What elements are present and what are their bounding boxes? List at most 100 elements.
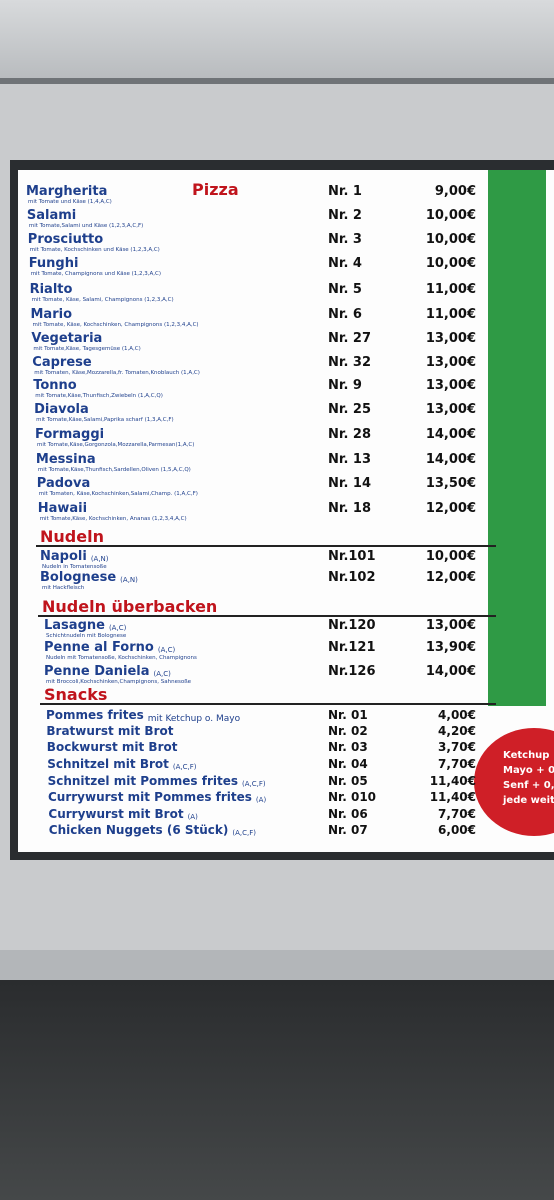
item-name: Prosciutto (27, 232, 104, 247)
item-desc: mit Tomaten, Käse,Kochschinken,Salami,Ch… (38, 491, 198, 497)
badge-text: Mayo + 0,3 (503, 765, 554, 776)
item-name: Salami (26, 208, 77, 223)
item-name: Penne al Forno (44, 640, 154, 655)
item-desc: mit Tomate, Käse, Kochschinken, Champign… (32, 322, 199, 328)
item-name: Napoli (40, 549, 87, 564)
section-title: Nudeln überbacken (42, 597, 218, 616)
item-name: Vegetaria (31, 331, 103, 346)
item-number: Nr. 1 (328, 184, 362, 199)
item-price: 4,20€ (438, 724, 476, 738)
item-price: 13,50€ (425, 476, 476, 491)
item-price: 11,00€ (425, 282, 476, 297)
item-price: 4,00€ (438, 708, 476, 722)
item-number: Nr. 4 (328, 256, 362, 271)
item-number: Nr.120 (328, 618, 376, 633)
item-price: 11,00€ (425, 307, 476, 322)
divider (40, 703, 496, 705)
section-title: Pizza (192, 180, 239, 199)
item-note: (A,N) (90, 555, 109, 563)
item-number: Nr. 28 (328, 427, 371, 442)
item-number: Nr. 07 (328, 823, 368, 837)
item-desc: mit Broccoli,Kochschinken,Champignons, S… (46, 679, 192, 685)
item-name: Formaggi (35, 427, 105, 442)
item-name: Rialto (29, 282, 73, 297)
item-number: Nr. 06 (328, 807, 368, 821)
item-desc: mit Tomaten, Käse,Mozzarella,fr. Tomaten… (34, 370, 200, 376)
item-note: (A) (187, 813, 198, 821)
item-note: (A,C,F) (232, 829, 256, 837)
item-note: (A,C,F) (242, 780, 266, 788)
badge-text: jede weite (503, 795, 554, 806)
item-desc: mit Tomate,Käse, Tagesgemüse (1,A,C) (33, 346, 141, 352)
item-name: Lasagne (44, 618, 105, 633)
item-price: 13,00€ (425, 618, 476, 633)
item-name: Bolognese (40, 570, 117, 585)
item-name: Currywurst mit Pommes frites (48, 790, 252, 804)
item-number: Nr. 02 (328, 724, 368, 738)
item-number: Nr. 05 (328, 774, 368, 788)
item-name: Messina (35, 452, 96, 467)
item-desc: mit Tomate,Salami und Käse (1,2,3,A,C,F) (28, 223, 144, 229)
sill (0, 950, 554, 980)
green-band (488, 170, 546, 706)
item-note: (A,N) (120, 576, 138, 584)
item-note: mit Ketchup o. Mayo (147, 714, 241, 724)
item-price: 13,00€ (425, 355, 476, 370)
item-price: 13,00€ (425, 331, 476, 346)
item-name: Bratwurst mit Brot (46, 724, 174, 738)
item-name: Padova (36, 476, 91, 491)
item-name: Tonno (33, 378, 77, 393)
item-name: Hawaii (37, 501, 88, 516)
item-name: Diavola (34, 402, 89, 417)
item-price: 13,90€ (425, 640, 476, 655)
badge-text: Senf + 0,3 (503, 780, 554, 791)
item-price: 7,70€ (438, 757, 476, 771)
item-price: 14,00€ (425, 427, 476, 442)
item-desc: mit Hackfleisch (42, 585, 85, 591)
dark-panel (0, 980, 554, 1200)
item-price: 9,00€ (434, 184, 476, 199)
item-name: Currywurst mit Brot (48, 807, 184, 821)
item-name: Funghi (28, 256, 79, 271)
item-name: Chicken Nuggets (6 Stück) (48, 823, 229, 837)
divider (38, 615, 496, 617)
section-title: Snacks (44, 685, 108, 704)
item-price: 10,00€ (425, 549, 476, 564)
item-note: (A) (255, 796, 267, 804)
item-price: 12,00€ (425, 570, 476, 585)
item-price: 7,70€ (438, 807, 476, 821)
item-number: Nr. 010 (328, 790, 377, 804)
item-note: (A,C) (157, 646, 176, 654)
section-title: Nudeln (40, 527, 104, 546)
item-number: Nr. 04 (328, 757, 368, 771)
item-name: Pommes frites (46, 708, 144, 722)
item-name: Bockwurst mit Brot (46, 740, 178, 754)
item-name: Caprese (32, 355, 92, 370)
item-note: (A,C) (108, 624, 127, 632)
item-number: Nr. 2 (328, 208, 362, 223)
item-name: Margherita (26, 184, 108, 199)
item-price: 14,00€ (425, 664, 476, 679)
item-number: Nr. 01 (328, 708, 368, 722)
item-number: Nr. 25 (328, 402, 371, 417)
item-name: Schnitzel mit Pommes frites (47, 774, 239, 788)
item-price: 11,40€ (429, 790, 476, 804)
item-number: Nr.102 (328, 570, 376, 585)
item-desc: mit Tomate,Käse,Salami,Paprika scharf (1… (36, 417, 174, 423)
item-number: Nr. 5 (328, 282, 362, 297)
item-price: 10,00€ (425, 232, 476, 247)
item-desc: mit Tomate, Kochschinken und Käse (1,2,3… (29, 247, 160, 253)
item-desc: mit Tomate,Käse,Thunfisch,Zwiebeln (1,A,… (35, 393, 163, 399)
item-note: (A,C,F) (172, 763, 197, 771)
badge-text: Ketchup + (503, 750, 554, 761)
item-number: Nr.101 (328, 549, 376, 564)
item-number: Nr. 13 (328, 452, 371, 467)
item-price: 10,00€ (425, 208, 476, 223)
item-price: 10,00€ (425, 256, 476, 271)
item-name: Mario (30, 307, 73, 322)
item-desc: mit Tomate,Käse,Thunfisch,Sardellen,Oliv… (37, 467, 191, 473)
item-number: Nr. 03 (328, 740, 368, 754)
item-price: 13,00€ (425, 378, 476, 393)
item-number: Nr. 9 (328, 378, 362, 393)
